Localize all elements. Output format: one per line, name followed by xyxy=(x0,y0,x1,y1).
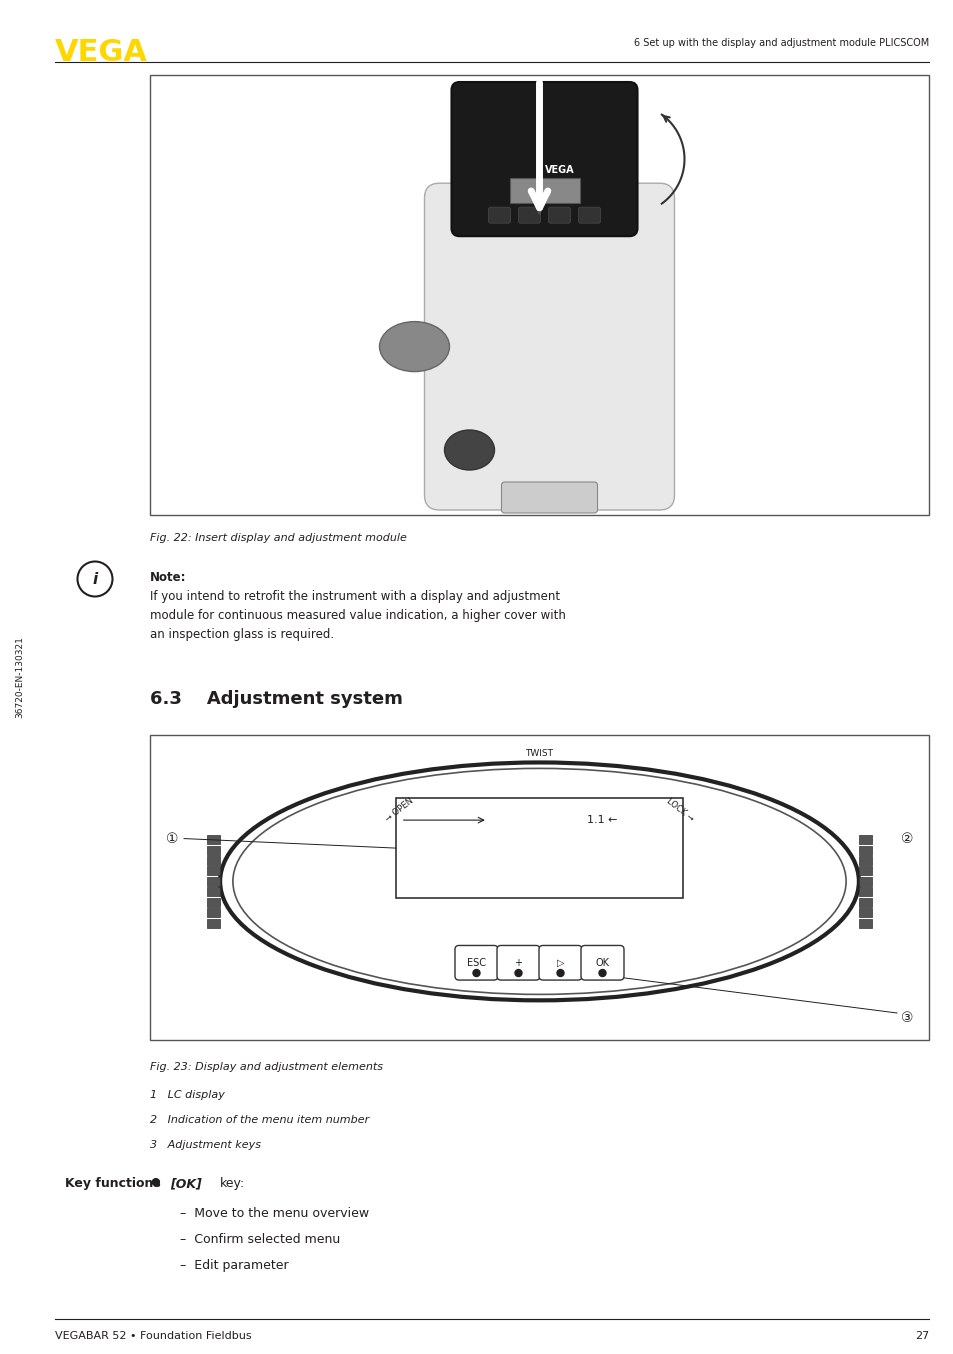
Text: Fig. 23: Display and adjustment elements: Fig. 23: Display and adjustment elements xyxy=(150,1062,382,1072)
Bar xyxy=(207,856,220,865)
Ellipse shape xyxy=(233,769,845,994)
Text: ESC: ESC xyxy=(467,959,485,968)
Text: 2   Indication of the menu item number: 2 Indication of the menu item number xyxy=(150,1114,369,1125)
Circle shape xyxy=(515,969,521,976)
Bar xyxy=(207,918,220,927)
Bar xyxy=(858,909,871,917)
Bar xyxy=(858,867,871,876)
Bar xyxy=(150,735,928,1040)
Text: –  Edit parameter: – Edit parameter xyxy=(180,1259,289,1271)
Bar xyxy=(858,856,871,865)
Bar xyxy=(858,918,871,927)
Text: [OK]: [OK] xyxy=(170,1177,201,1190)
Circle shape xyxy=(557,969,563,976)
Text: ③: ③ xyxy=(900,1011,912,1025)
FancyBboxPatch shape xyxy=(538,945,581,980)
FancyBboxPatch shape xyxy=(578,207,599,223)
Ellipse shape xyxy=(379,322,449,371)
Text: OK: OK xyxy=(595,959,609,968)
Bar xyxy=(858,877,871,886)
FancyBboxPatch shape xyxy=(497,945,539,980)
Circle shape xyxy=(77,562,112,597)
Text: 6 Set up with the display and adjustment module PLICSCOM: 6 Set up with the display and adjustment… xyxy=(633,38,928,47)
Bar xyxy=(207,867,220,876)
Text: ▷: ▷ xyxy=(557,959,563,968)
FancyBboxPatch shape xyxy=(501,482,597,513)
Text: 27: 27 xyxy=(914,1331,928,1340)
Text: TWIST: TWIST xyxy=(525,749,553,758)
FancyBboxPatch shape xyxy=(548,207,570,223)
Text: ●: ● xyxy=(150,1177,159,1187)
FancyBboxPatch shape xyxy=(488,207,510,223)
Text: ①: ① xyxy=(166,831,178,846)
Bar xyxy=(858,846,871,854)
Bar xyxy=(207,887,220,896)
Text: –  Confirm selected menu: – Confirm selected menu xyxy=(180,1233,340,1246)
Text: Note:: Note: xyxy=(150,571,186,584)
Text: 1   LC display: 1 LC display xyxy=(150,1090,225,1099)
Text: If you intend to retrofit the instrument with a display and adjustment
module fo: If you intend to retrofit the instrument… xyxy=(150,590,565,640)
Bar xyxy=(207,909,220,917)
Circle shape xyxy=(598,969,605,976)
Text: key:: key: xyxy=(220,1177,245,1190)
Circle shape xyxy=(473,969,479,976)
Text: –  Move to the menu overview: – Move to the menu overview xyxy=(180,1206,369,1220)
Text: i: i xyxy=(92,571,97,586)
Bar xyxy=(858,887,871,896)
Text: VEGA: VEGA xyxy=(55,38,148,66)
FancyBboxPatch shape xyxy=(451,83,637,236)
FancyBboxPatch shape xyxy=(580,945,623,980)
Ellipse shape xyxy=(444,431,494,470)
Bar xyxy=(150,74,928,515)
Text: 36720-EN-130321: 36720-EN-130321 xyxy=(15,636,25,718)
Bar xyxy=(395,798,682,898)
Text: LOCK →: LOCK → xyxy=(664,796,695,823)
Bar xyxy=(207,835,220,845)
Bar xyxy=(858,898,871,907)
Text: Fig. 22: Insert display and adjustment module: Fig. 22: Insert display and adjustment m… xyxy=(150,533,406,543)
FancyBboxPatch shape xyxy=(518,207,540,223)
Bar xyxy=(509,179,578,203)
Text: VEGABAR 52 • Foundation Fieldbus: VEGABAR 52 • Foundation Fieldbus xyxy=(55,1331,252,1340)
Ellipse shape xyxy=(220,762,858,1001)
Text: Key functions: Key functions xyxy=(65,1177,161,1190)
Text: +: + xyxy=(514,959,522,968)
FancyBboxPatch shape xyxy=(455,945,497,980)
Text: 6.3    Adjustment system: 6.3 Adjustment system xyxy=(150,691,402,708)
Text: → OPEN: → OPEN xyxy=(383,796,415,823)
Bar xyxy=(207,846,220,854)
Text: VEGA: VEGA xyxy=(544,165,574,175)
Text: 3   Adjustment keys: 3 Adjustment keys xyxy=(150,1140,261,1150)
Bar xyxy=(207,877,220,886)
Text: ②: ② xyxy=(900,831,912,846)
Bar xyxy=(858,835,871,845)
Bar xyxy=(207,898,220,907)
Text: 1.1 ←: 1.1 ← xyxy=(587,815,618,825)
FancyBboxPatch shape xyxy=(424,183,674,510)
